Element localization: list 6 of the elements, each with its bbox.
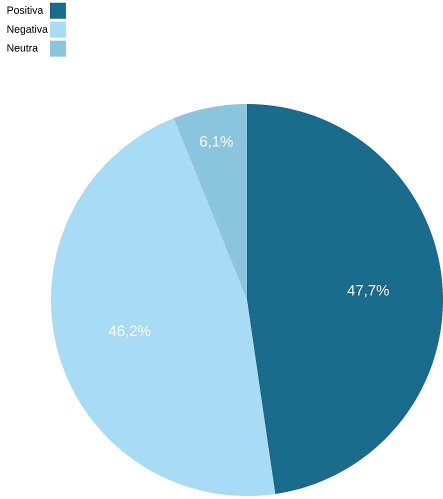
legend-label: Negativa (7, 25, 48, 35)
data-label: 46,2% (108, 326, 150, 338)
data-label: 47,7% (347, 285, 389, 298)
data-label: 6,1% (200, 136, 233, 148)
legend-label: Positiva (7, 6, 44, 14)
legend-label: Neutra (7, 44, 38, 52)
